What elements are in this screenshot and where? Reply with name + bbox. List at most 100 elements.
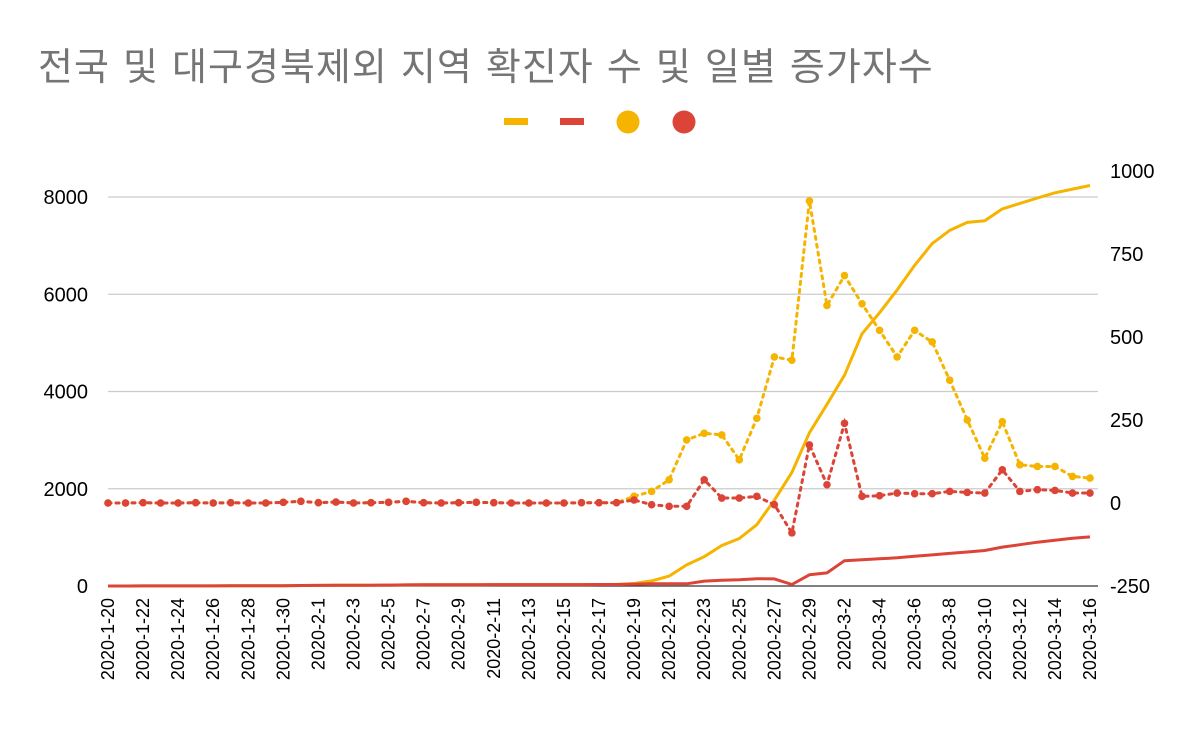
- x-tick-label: 2020-1-28: [238, 598, 258, 680]
- data-point: [139, 498, 147, 507]
- y-left-tick-label: 6000: [44, 284, 89, 306]
- data-point: [1033, 485, 1042, 494]
- y-right-tick-label: 0: [1110, 493, 1121, 515]
- data-point: [840, 419, 849, 428]
- data-point: [998, 466, 1007, 474]
- left-y-axis: 0 2000 4000 6000 8000: [44, 187, 89, 598]
- y-right-tick-label: 750: [1110, 244, 1143, 266]
- y-left-tick-label: 2000: [44, 479, 89, 501]
- x-tick-label: 2020-1-30: [273, 598, 293, 680]
- x-tick-label: 2020-3-14: [1045, 598, 1065, 680]
- data-point: [1016, 487, 1024, 496]
- x-tick-label: 2020-3-4: [870, 598, 890, 670]
- data-point: [314, 498, 323, 507]
- data-point: [419, 498, 428, 507]
- data-point: [893, 489, 901, 497]
- x-tick-label: 2020-2-13: [519, 598, 539, 680]
- x-tick-label: 2020-1-26: [203, 598, 223, 680]
- y-right-tick-label: -250: [1110, 576, 1150, 598]
- series-2: [108, 535, 1091, 588]
- data-point: [753, 414, 761, 423]
- x-tick-label: 2020-2-19: [624, 598, 644, 680]
- x-tick-label: 2020-2-1: [308, 598, 328, 670]
- data-point: [349, 499, 358, 507]
- y-right-tick-label: 1000: [1110, 161, 1155, 183]
- data-point: [735, 494, 744, 502]
- legend-circle-marker: [616, 110, 640, 134]
- x-tick-label: 2020-3-10: [975, 598, 995, 680]
- x-tick-label: 2020-2-15: [554, 598, 574, 680]
- data-point: [788, 529, 796, 537]
- legend-circle-marker: [672, 110, 696, 134]
- data-point: [612, 498, 621, 507]
- x-tick-label: 2020-2-23: [694, 598, 714, 680]
- data-point: [174, 499, 182, 507]
- series-3: [104, 197, 1094, 507]
- data-point: [647, 487, 656, 496]
- data-point: [753, 492, 761, 501]
- x-tick-label: 2020-2-11: [484, 598, 504, 679]
- series-dotted-line: [106, 417, 1092, 537]
- x-tick-label: 2020-1-20: [98, 598, 118, 680]
- data-point: [1068, 489, 1077, 497]
- x-tick-label: 2020-3-6: [905, 598, 925, 670]
- data-point: [823, 301, 831, 310]
- gridlines: [108, 196, 1098, 587]
- y-left-tick-label: 0: [77, 576, 88, 598]
- data-point: [472, 498, 481, 507]
- data-point: [665, 502, 673, 511]
- x-tick-label: 2020-2-3: [344, 598, 364, 670]
- data-point: [700, 429, 709, 438]
- y-right-tick-label: 250: [1110, 410, 1143, 432]
- series-line: [108, 184, 1091, 588]
- data-point: [104, 499, 112, 507]
- legend-line-marker: [560, 118, 584, 125]
- data-point: [1051, 462, 1059, 471]
- data-point: [998, 417, 1007, 426]
- series-4: [104, 417, 1094, 537]
- data-point: [1086, 489, 1094, 497]
- y-right-tick-label: 500: [1110, 327, 1143, 349]
- data-point: [945, 487, 954, 496]
- data-point: [489, 498, 498, 507]
- x-tick-label: 2020-2-5: [379, 598, 399, 670]
- data-point: [770, 500, 779, 509]
- x-tick-label: 2020-1-22: [133, 598, 153, 680]
- x-tick-label: 2020-2-7: [414, 598, 434, 670]
- data-point: [226, 498, 235, 507]
- data-point: [717, 494, 726, 502]
- data-point: [454, 498, 463, 507]
- x-tick-label: 2020-2-21: [659, 598, 679, 680]
- legend-line-marker: [504, 118, 528, 125]
- data-point: [875, 491, 884, 500]
- x-tick-label: 2020-2-9: [449, 598, 469, 670]
- data-point: [665, 475, 673, 484]
- data-point: [191, 498, 200, 507]
- x-tick-label: 2020-3-8: [940, 598, 960, 670]
- data-point: [805, 441, 814, 449]
- x-tick-label: 2020-2-29: [799, 598, 819, 680]
- data-point: [297, 497, 305, 506]
- x-tick-label: 2020-2-25: [729, 598, 749, 680]
- data-point: [525, 499, 533, 507]
- data-point: [560, 499, 568, 507]
- series-layer: [104, 184, 1094, 588]
- data-point: [788, 356, 796, 365]
- data-point: [928, 489, 936, 498]
- data-point: [1033, 462, 1042, 471]
- data-point: [823, 480, 831, 489]
- data-point: [437, 499, 445, 507]
- data-point: [1086, 474, 1094, 482]
- data-point: [595, 498, 603, 507]
- data-point: [945, 376, 954, 384]
- y-left-tick-label: 4000: [44, 382, 89, 404]
- data-point: [875, 326, 884, 335]
- data-point: [209, 499, 218, 507]
- data-point: [910, 489, 919, 498]
- data-point: [910, 326, 919, 335]
- data-point: [279, 498, 288, 507]
- data-point: [893, 353, 901, 361]
- data-point: [735, 456, 744, 464]
- data-point: [244, 499, 253, 507]
- data-point: [507, 499, 516, 507]
